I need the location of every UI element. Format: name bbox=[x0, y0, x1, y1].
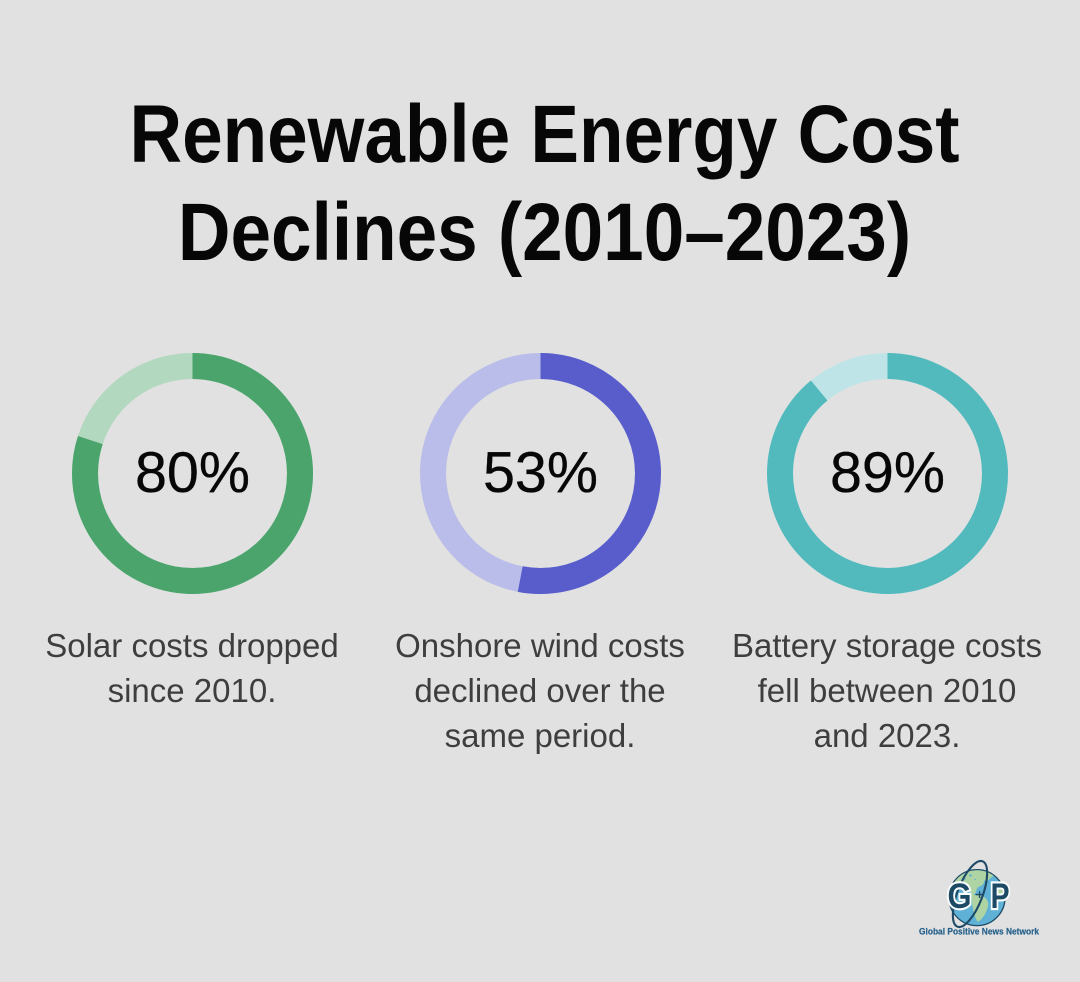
svg-text:P: P bbox=[991, 876, 1010, 916]
svg-text:80%: 80% bbox=[134, 441, 249, 505]
svg-text:Global Positive News Network: Global Positive News Network bbox=[919, 927, 1040, 937]
svg-text:89%: 89% bbox=[829, 441, 944, 505]
svg-text:53%: 53% bbox=[482, 441, 597, 505]
svg-text:G: G bbox=[947, 877, 971, 916]
